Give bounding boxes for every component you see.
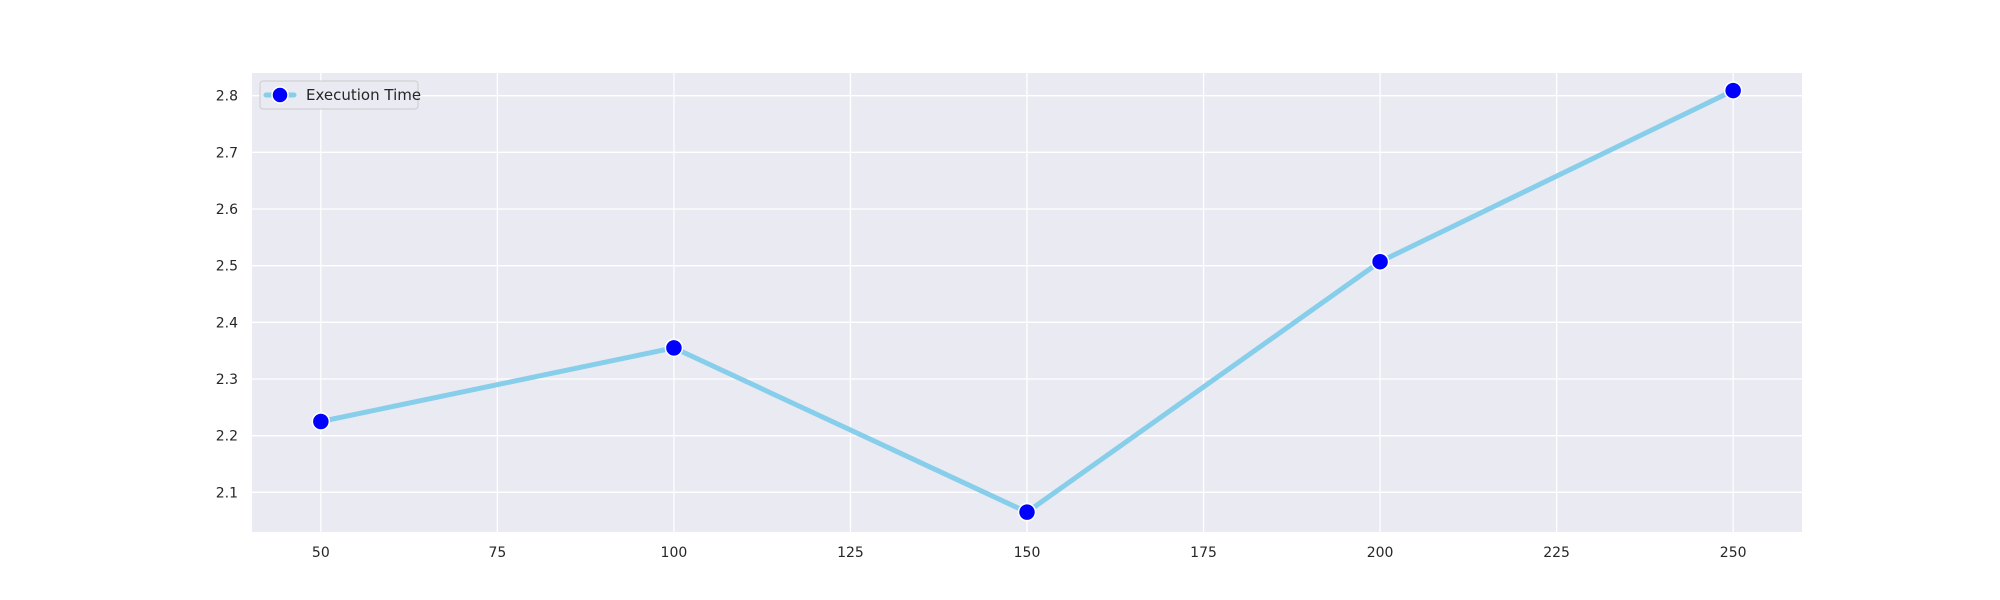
data-point — [664, 338, 684, 358]
data-point — [1017, 502, 1037, 522]
data-point — [1723, 81, 1743, 100]
legend-marker-swatch — [271, 86, 289, 104]
x-tick-label: 50 — [312, 545, 330, 561]
y-tick-label: 2.1 — [216, 485, 238, 501]
y-tick-label: 2.7 — [216, 145, 238, 161]
x-tick-label: 150 — [1014, 545, 1041, 561]
legend: Execution Time — [259, 80, 421, 110]
x-tick-label: 175 — [1190, 545, 1217, 561]
legend-box — [259, 80, 419, 110]
y-axis-ticks: 2.1 2.2 2.3 2.4 2.5 2.6 2.7 2.8 — [216, 89, 238, 502]
y-tick-label: 2.2 — [216, 429, 238, 445]
y-tick-label: 2.5 — [216, 259, 238, 275]
data-point — [1370, 252, 1390, 271]
x-tick-label: 75 — [488, 545, 506, 561]
legend-label: Execution Time — [306, 86, 421, 104]
grid-lines — [252, 73, 1802, 532]
y-tick-label: 2.8 — [216, 89, 238, 105]
data-point — [311, 412, 331, 431]
y-tick-label: 2.3 — [216, 372, 238, 388]
x-axis-ticks: 50 75 100 125 150 175 200 225 250 — [312, 545, 1747, 561]
x-tick-label: 200 — [1367, 545, 1394, 561]
x-tick-label: 250 — [1720, 545, 1747, 561]
y-tick-label: 2.6 — [216, 202, 238, 218]
y-tick-label: 2.4 — [216, 315, 238, 331]
x-tick-label: 225 — [1543, 545, 1570, 561]
x-tick-label: 100 — [661, 545, 688, 561]
x-tick-label: 125 — [837, 545, 864, 561]
series-layer — [311, 81, 1743, 522]
